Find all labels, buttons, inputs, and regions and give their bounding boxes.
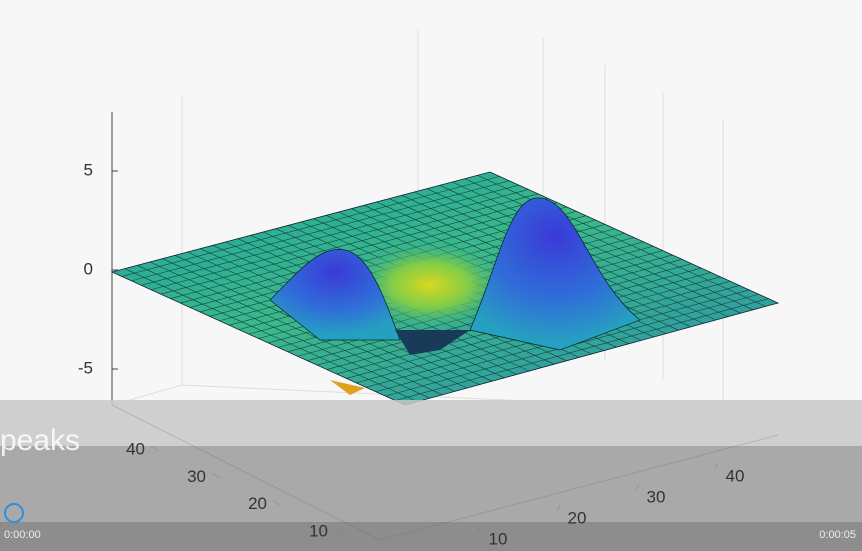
surface-dip [350,240,510,330]
z-tick-label: 0 [84,259,93,278]
y-tick-label: 40 [126,439,145,458]
surface-underside [330,380,365,395]
timeline-bar[interactable] [0,522,862,551]
x-tick-label: 10 [489,529,508,548]
x-tick-label: 20 [568,508,587,527]
y-tick-label: 20 [248,494,267,513]
plot-box [111,30,724,411]
surface-peak [269,248,401,341]
time-total: 0:00:05 [819,529,856,541]
y-tick-label: 10 [309,521,328,540]
z-tick-label: 5 [84,160,93,179]
y-tick-label: 30 [187,467,206,486]
mesh-line [395,298,769,401]
x-tick-label: 40 [726,466,745,485]
controls-band [0,446,862,522]
surface-trough [395,330,470,355]
z-tick-label: -5 [78,358,93,377]
mesh-line [477,175,766,307]
mesh-line [452,181,741,314]
x-tick-label: 30 [647,487,666,506]
caption-band [0,400,862,446]
play-indicator[interactable] [4,503,24,523]
surface-peak [469,197,641,351]
mesh-line [464,178,754,311]
time-current: 0:00:00 [4,529,41,541]
caption: peaks [0,424,81,457]
